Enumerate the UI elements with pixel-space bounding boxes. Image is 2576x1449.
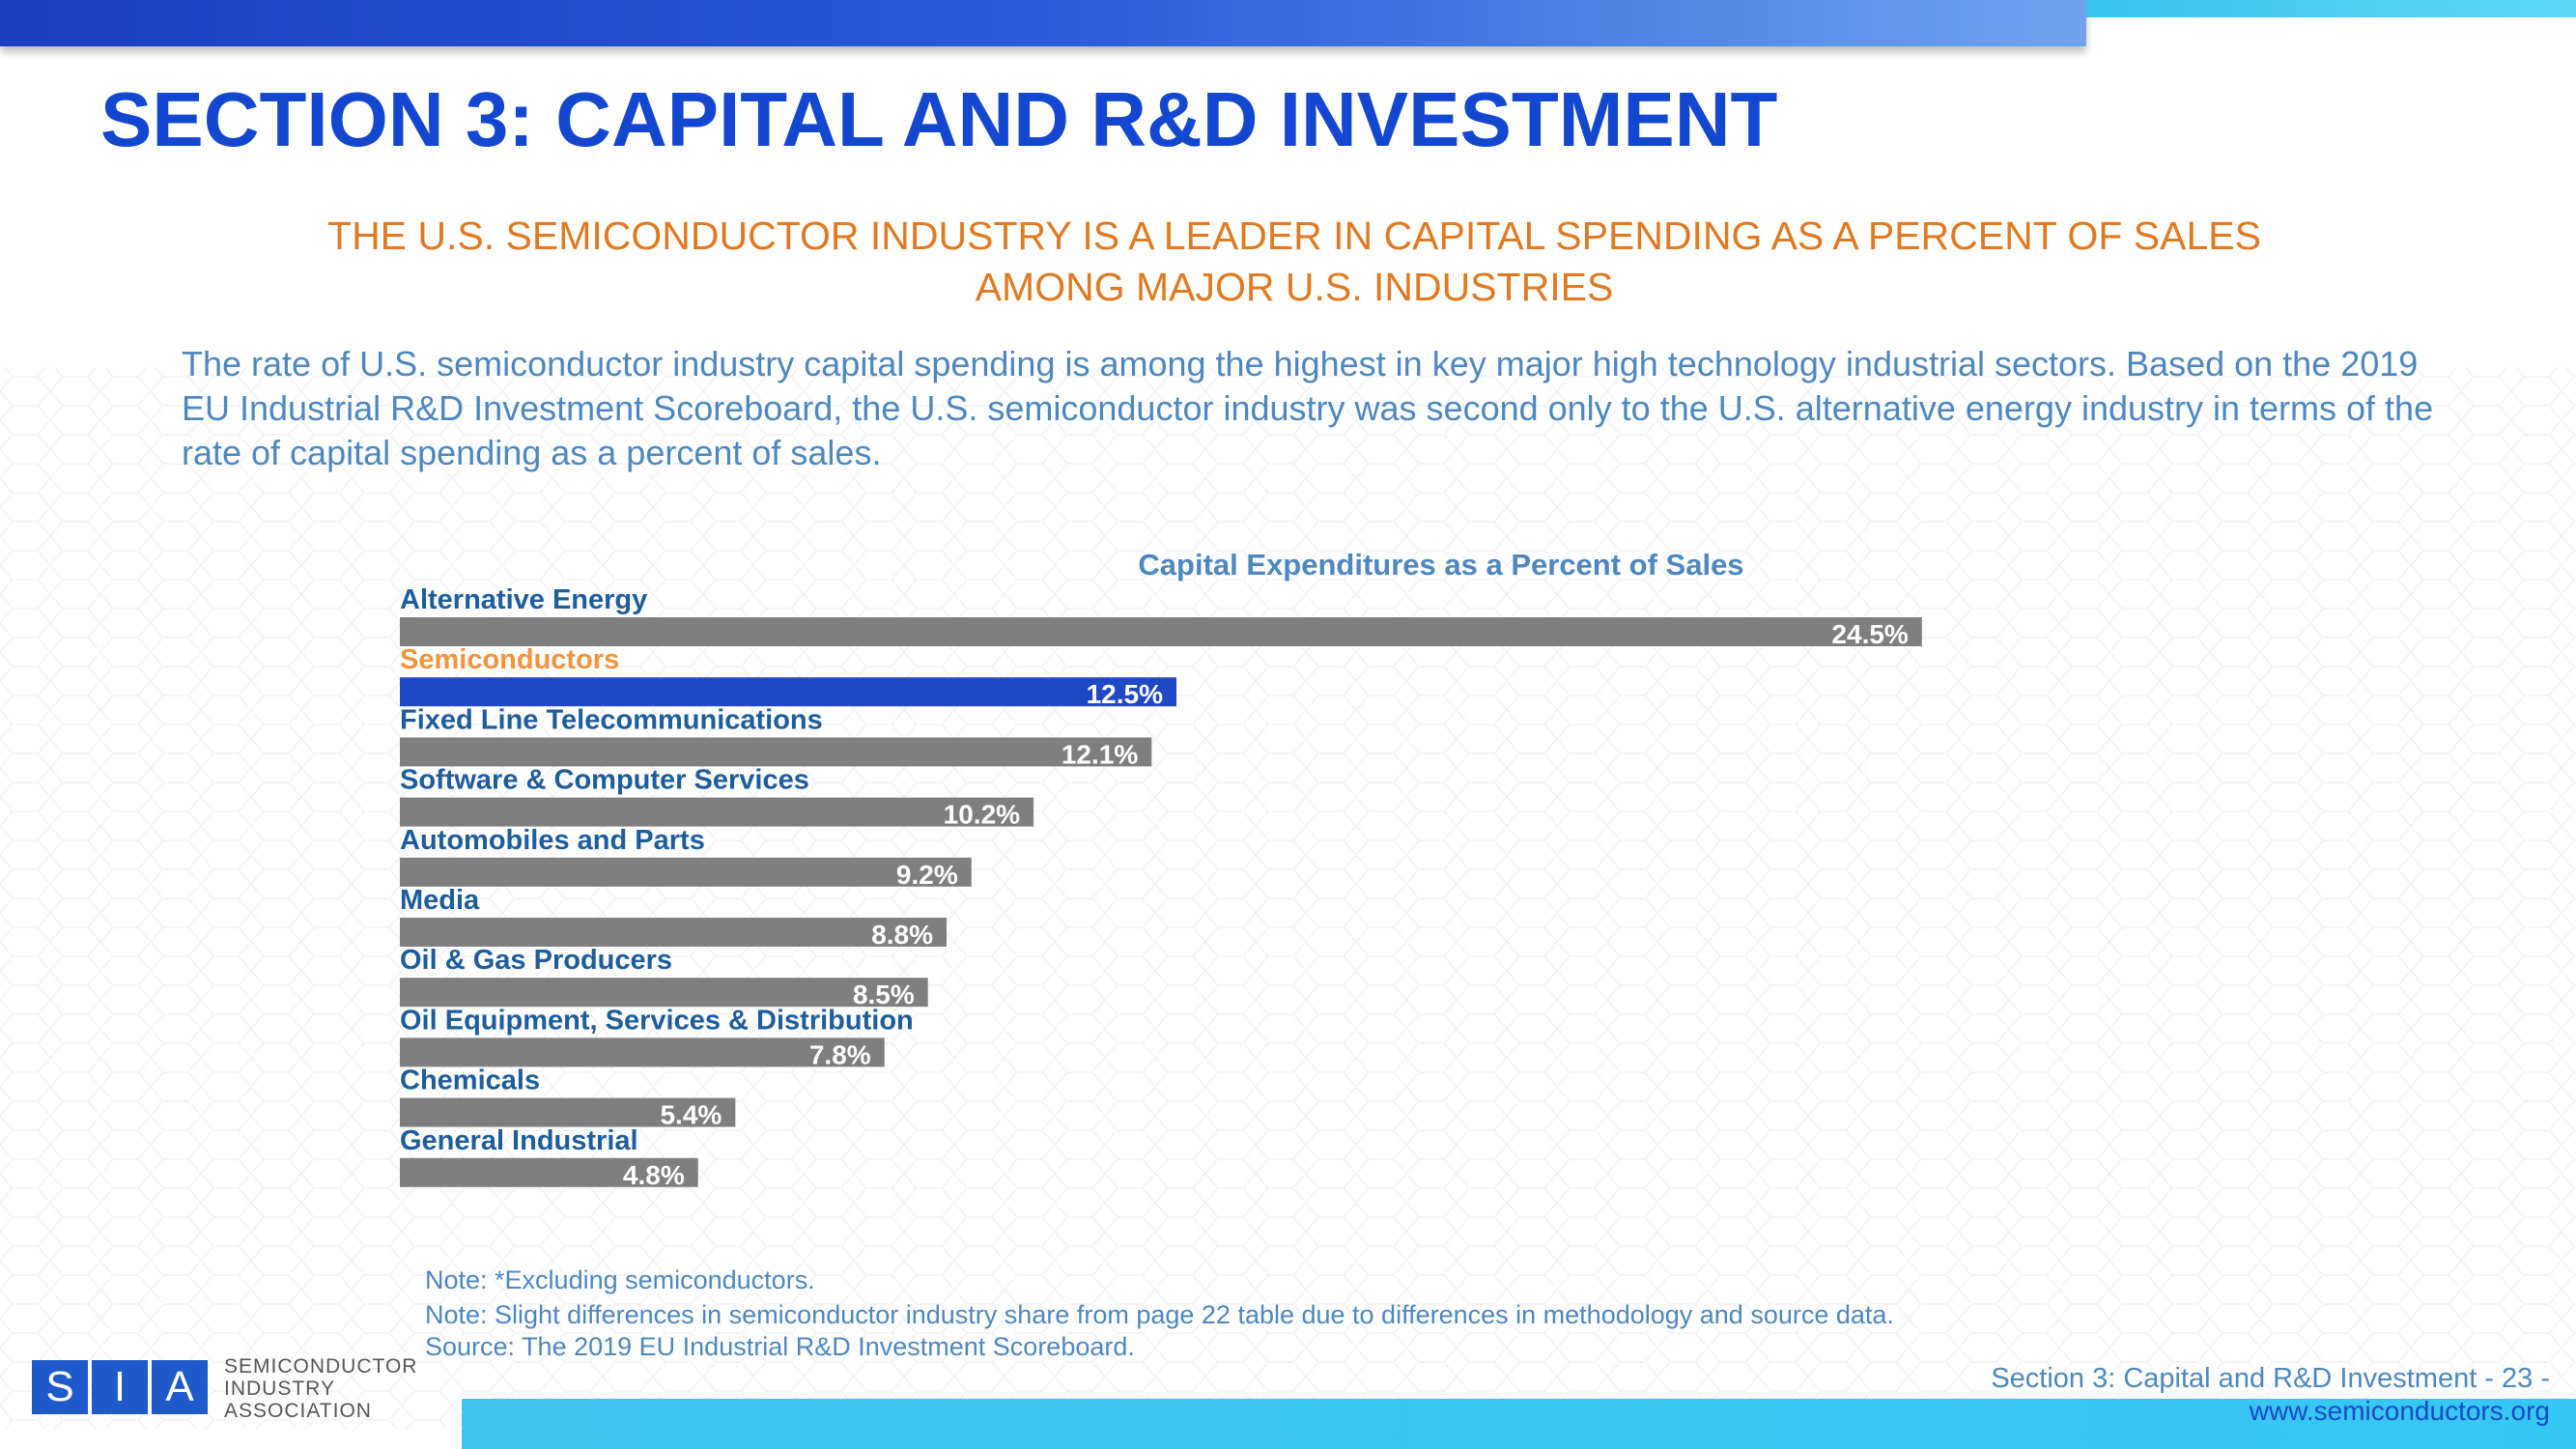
bar bbox=[400, 737, 1152, 767]
data-label: 8.5% bbox=[853, 980, 915, 1009]
logo-letter-s: S bbox=[32, 1360, 88, 1414]
data-label: 7.8% bbox=[809, 1039, 871, 1069]
category-label: Media bbox=[400, 885, 480, 916]
sia-logo: S I A bbox=[32, 1360, 212, 1414]
data-label: 4.8% bbox=[623, 1160, 685, 1190]
top-banner-bar bbox=[0, 0, 2086, 46]
category-label: Automobiles and Parts bbox=[400, 825, 705, 856]
bar bbox=[400, 677, 1176, 707]
bar bbox=[400, 978, 928, 1008]
data-label: 12.5% bbox=[1087, 679, 1163, 709]
note-excluding: Note: *Excluding semiconductors. bbox=[425, 1265, 815, 1294]
chart-title: Capital Expenditures as a Percent of Sal… bbox=[1138, 548, 1743, 582]
bar bbox=[400, 918, 948, 947]
logo-wordmark: SEMICONDUCTOR INDUSTRY ASSOCIATION bbox=[224, 1355, 417, 1422]
bar bbox=[400, 797, 1034, 827]
data-label: 8.8% bbox=[871, 920, 933, 950]
logo-letter-i: I bbox=[92, 1360, 148, 1414]
subtitle-line-1: THE U.S. SEMICONDUCTOR INDUSTRY IS A LEA… bbox=[327, 213, 2261, 258]
category-label: Chemicals bbox=[400, 1065, 540, 1096]
footer-url-link[interactable]: www.semiconductors.org bbox=[2249, 1396, 2550, 1426]
category-label: Oil & Gas Producers bbox=[400, 945, 672, 976]
category-label: General Industrial bbox=[400, 1125, 638, 1156]
data-label: 9.2% bbox=[896, 860, 958, 890]
footer-section-label: Section 3: Capital and R&D Investment - … bbox=[1991, 1363, 2550, 1394]
category-label: Alternative Energy bbox=[400, 584, 647, 615]
top-accent-bar bbox=[2086, 0, 2576, 17]
category-label: Semiconductors bbox=[400, 644, 619, 675]
bar bbox=[400, 857, 972, 887]
category-label: Oil Equipment, Services & Distribution bbox=[400, 1005, 914, 1036]
subtitle-line-2: AMONG MAJOR U.S. INDUSTRIES bbox=[975, 265, 1614, 309]
data-label: 12.1% bbox=[1062, 739, 1138, 769]
bar bbox=[400, 617, 1922, 646]
bar bbox=[400, 1037, 885, 1067]
category-label: Fixed Line Telecommunications bbox=[400, 704, 823, 735]
data-label: 5.4% bbox=[660, 1100, 722, 1130]
logo-letter-a: A bbox=[152, 1360, 208, 1414]
data-label: 24.5% bbox=[1831, 619, 1908, 649]
data-label: 10.2% bbox=[944, 800, 1020, 830]
body-paragraph: The rate of U.S. semiconductor industry … bbox=[182, 344, 2434, 472]
bottom-accent-bar bbox=[462, 1399, 2576, 1449]
bar bbox=[400, 1097, 736, 1127]
page-subtitle: THE U.S. SEMICONDUCTOR INDUSTRY IS A LEA… bbox=[184, 211, 2405, 313]
logo-line-3: ASSOCIATION bbox=[224, 1400, 372, 1422]
note-differences: Note: Slight differences in semiconducto… bbox=[425, 1300, 1894, 1329]
category-label: Software & Computer Services bbox=[400, 765, 809, 796]
source-note: Source: The 2019 EU Industrial R&D Inves… bbox=[425, 1332, 1135, 1361]
bar bbox=[400, 1157, 698, 1187]
logo-line-1: SEMICONDUCTOR bbox=[224, 1355, 418, 1378]
logo-line-2: INDUSTRY bbox=[224, 1378, 335, 1400]
page-title: SECTION 3: CAPITAL AND R&D INVESTMENT bbox=[100, 76, 1778, 162]
